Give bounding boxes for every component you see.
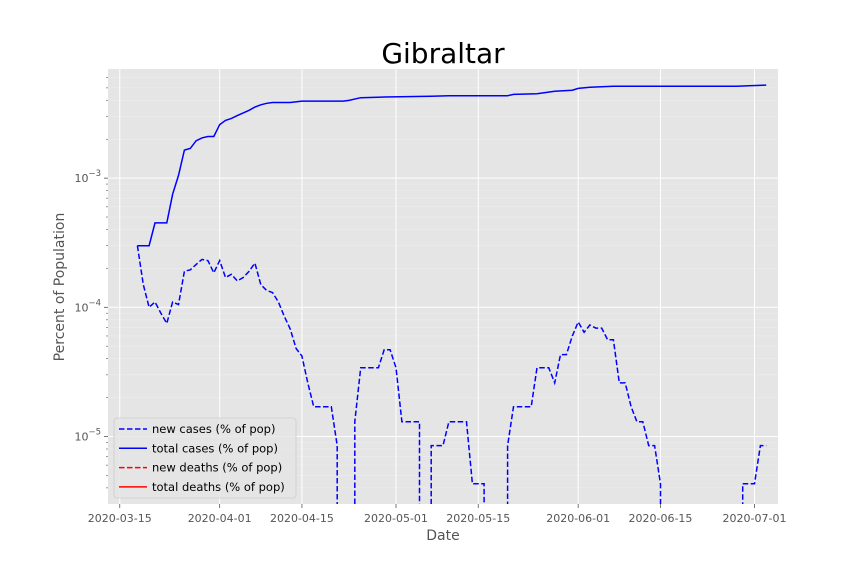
- legend-label-2: new deaths (% of pop): [152, 461, 282, 475]
- x-tick-label: 2020-03-15: [88, 512, 152, 525]
- legend-label-1: total cases (% of pop): [152, 441, 278, 455]
- x-tick-label: 2020-05-01: [364, 512, 428, 525]
- series-line-1: [137, 84, 767, 247]
- y-tick-label: 10−5: [74, 427, 101, 443]
- x-tick-label: 2020-04-01: [188, 512, 252, 525]
- y-axis-label: Percent of Population: [52, 213, 68, 362]
- y-tick-label: 10−4: [74, 298, 101, 314]
- x-tick-label: 2020-04-15: [270, 512, 334, 525]
- legend-box: [113, 417, 297, 499]
- axis-ticks: 10−5 10−4 10−3 2020-03-15 2020-04-01 2020-04-…: [74, 77, 787, 525]
- legend: new cases (% of pop) total cases (% of po…: [113, 417, 297, 499]
- series-lines: [136, 84, 767, 504]
- legend-label-0: new cases (% of pop): [152, 422, 275, 436]
- legend-label-3: total deaths (% of pop): [152, 480, 285, 494]
- x-axis-label: Date: [426, 528, 459, 544]
- x-tick-label: 2020-05-15: [446, 512, 510, 525]
- x-tick-label: 2020-07-01: [723, 512, 787, 525]
- y-tick-label: 10−3: [74, 169, 101, 185]
- chart-title: Gibraltar: [381, 37, 505, 70]
- x-tick-label: 2020-06-15: [628, 512, 692, 525]
- x-tick-label: 2020-06-01: [546, 512, 610, 525]
- series-line-0: [136, 245, 767, 504]
